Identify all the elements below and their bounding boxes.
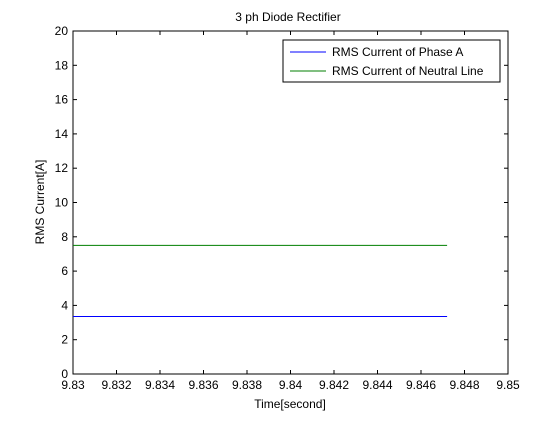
- x-tick-label: 9.844: [362, 378, 392, 392]
- legend: RMS Current of Phase A RMS Current of Neu…: [282, 39, 501, 83]
- tick-marks: [72, 30, 509, 375]
- x-axis-label: Time[second]: [254, 397, 326, 411]
- y-tick-label: 16: [55, 93, 69, 107]
- chart-title: 3 ph Diode Rectifier: [235, 10, 340, 24]
- x-tick-label: 9.848: [449, 378, 479, 392]
- tick-labels: 9.83 9.832 9.834 9.836 9.838 9.84 9.842 9.844 9.…: [55, 24, 520, 392]
- y-tick-label: 20: [55, 24, 69, 38]
- y-tick-label: 18: [55, 58, 69, 72]
- y-axis-label: RMS Current[A]: [33, 160, 47, 245]
- x-tick-label: 9.832: [101, 378, 131, 392]
- y-tick-label: 6: [61, 264, 68, 278]
- x-tick-label: 9.84: [279, 378, 303, 392]
- y-tick-label: 12: [55, 161, 69, 175]
- y-tick-label: 4: [61, 298, 68, 312]
- legend-box: [282, 39, 501, 83]
- y-tick-label: 0: [61, 367, 68, 381]
- series-lines: [73, 244, 448, 318]
- x-tick-label: 9.836: [188, 378, 218, 392]
- x-tick-label: 9.834: [145, 378, 175, 392]
- y-tick-label: 2: [61, 333, 68, 347]
- x-tick-label: 9.83: [61, 378, 85, 392]
- legend-label-1: RMS Current of Phase A: [332, 45, 463, 59]
- x-tick-label: 9.85: [496, 378, 520, 392]
- x-tick-label: 9.842: [319, 378, 349, 392]
- legend-entries: RMS Current of Phase A RMS Current of Neu…: [290, 45, 484, 78]
- x-tick-label: 9.838: [232, 378, 262, 392]
- y-tick-label: 14: [55, 127, 69, 141]
- legend-label-2: RMS Current of Neutral Line: [332, 64, 484, 78]
- x-tick-label: 9.846: [406, 378, 436, 392]
- y-tick-label: 10: [55, 196, 69, 210]
- y-tick-label: 8: [61, 230, 68, 244]
